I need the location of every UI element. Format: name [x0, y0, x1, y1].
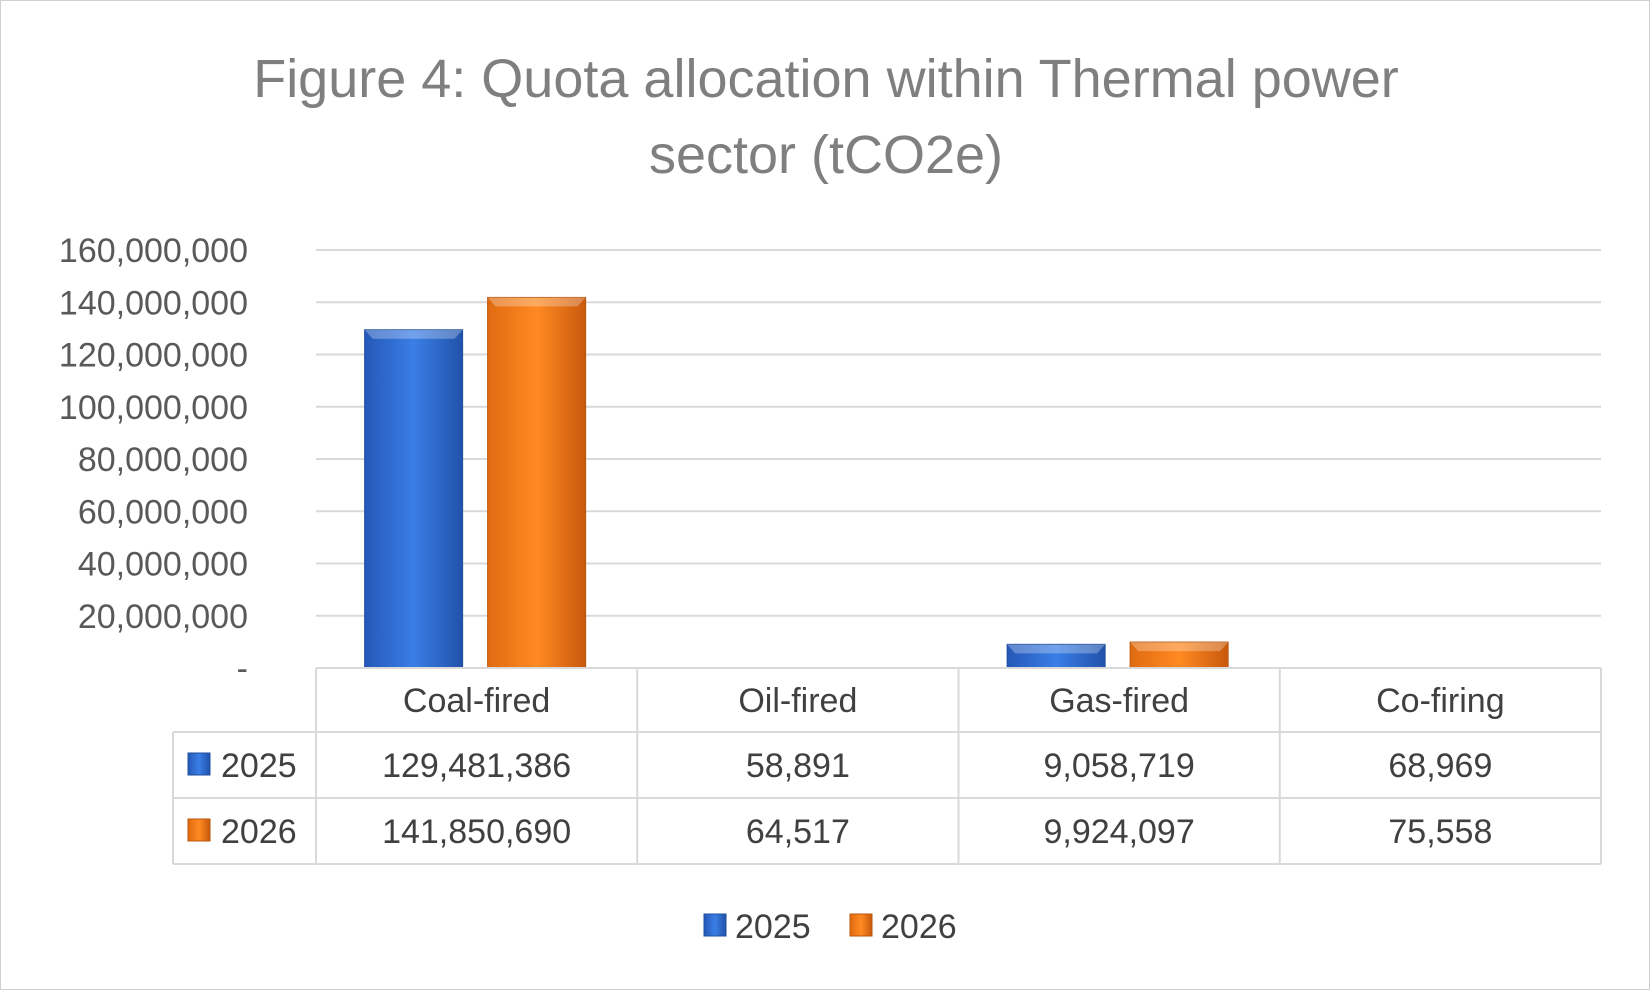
- table-series-label: 2026: [221, 813, 297, 851]
- legend: 2025 2026: [703, 908, 957, 946]
- bar-bevel: [364, 329, 463, 339]
- x-category-label: Co-firing: [1376, 682, 1504, 720]
- table-legend-key-2026: [187, 818, 211, 842]
- y-tick-label: 100,000,000: [59, 389, 248, 427]
- x-category-label: Oil-fired: [738, 682, 857, 720]
- legend-item-2025: 2025: [703, 908, 811, 946]
- data-table: Coal-fired Oil-fired Gas-fired Co-firing 202…: [172, 667, 1602, 865]
- table-series-label: 2025: [221, 747, 297, 785]
- data-label: 9,924,097: [1043, 813, 1194, 851]
- y-tick-label: 160,000,000: [59, 232, 248, 270]
- y-tick-label: 140,000,000: [59, 284, 248, 322]
- data-label: 64,517: [746, 813, 850, 851]
- bar-bevel: [487, 297, 586, 307]
- data-label: 129,481,386: [382, 747, 571, 785]
- y-tick-label: 60,000,000: [78, 493, 248, 531]
- x-category-label: Coal-fired: [403, 682, 550, 720]
- bar-body: [364, 329, 464, 669]
- y-axis-tick-labels: - 20,000,000 40,000,000 60,000,000 80,000,00…: [59, 232, 248, 688]
- y-tick-label: 40,000,000: [78, 546, 248, 584]
- bar-bevel: [1130, 642, 1229, 652]
- bar-2026-gas-fired: [1129, 641, 1229, 669]
- bar-2025-gas-fired: [1006, 643, 1106, 669]
- legend-label: 2025: [735, 908, 811, 946]
- bar-2025-coal-fired: [364, 329, 464, 669]
- y-tick-label: -: [237, 650, 248, 688]
- bar-bevel: [1007, 644, 1106, 654]
- data-label: 141,850,690: [382, 813, 571, 851]
- bar-2026-coal-fired: [487, 296, 587, 669]
- y-tick-label: 20,000,000: [78, 598, 248, 636]
- legend-label: 2026: [881, 908, 957, 946]
- data-label: 68,969: [1388, 747, 1492, 785]
- legend-swatch: [849, 913, 873, 937]
- data-label: 75,558: [1388, 813, 1492, 851]
- legend-swatch: [703, 913, 727, 937]
- y-tick-label: 120,000,000: [59, 337, 248, 375]
- table-legend-key-2025: [187, 752, 211, 776]
- data-label: 9,058,719: [1043, 747, 1194, 785]
- chart-title-line2: sector (tCO2e): [649, 125, 1003, 185]
- chart-title-line1: Figure 4: Quota allocation within Therma…: [253, 49, 1399, 109]
- y-tick-label: 80,000,000: [78, 441, 248, 479]
- data-label: 58,891: [746, 747, 850, 785]
- x-category-label: Gas-fired: [1049, 682, 1189, 720]
- bar-body: [487, 296, 587, 669]
- bars: [364, 296, 1550, 669]
- legend-item-2026: 2026: [849, 908, 957, 946]
